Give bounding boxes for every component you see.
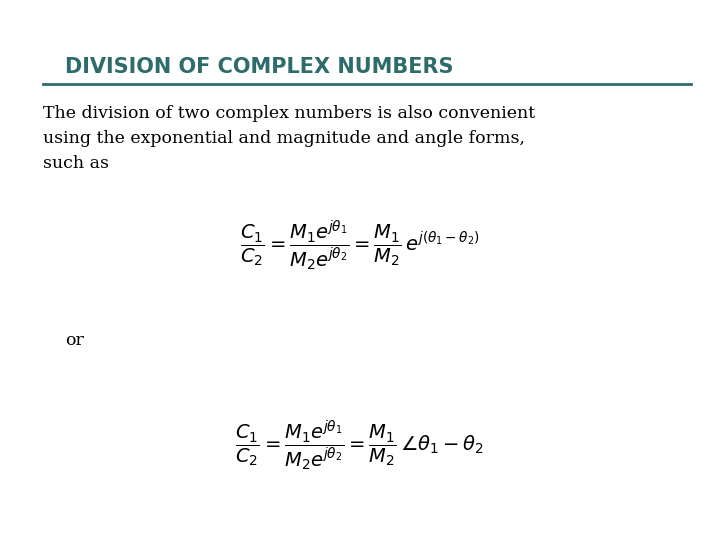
Text: $\dfrac{C_1}{C_2} = \dfrac{M_1 e^{j\theta_1}}{M_2 e^{j\theta_2}} = \dfrac{M_1}{M: $\dfrac{C_1}{C_2} = \dfrac{M_1 e^{j\thet… <box>235 418 485 472</box>
Text: The division of two complex numbers is also convenient
using the exponential and: The division of two complex numbers is a… <box>43 105 536 172</box>
Text: or: or <box>65 332 84 349</box>
Text: $\dfrac{C_1}{C_2} = \dfrac{M_1 e^{j\theta_1}}{M_2 e^{j\theta_2}} = \dfrac{M_1}{M: $\dfrac{C_1}{C_2} = \dfrac{M_1 e^{j\thet… <box>240 219 480 273</box>
Text: DIVISION OF COMPLEX NUMBERS: DIVISION OF COMPLEX NUMBERS <box>65 57 454 77</box>
